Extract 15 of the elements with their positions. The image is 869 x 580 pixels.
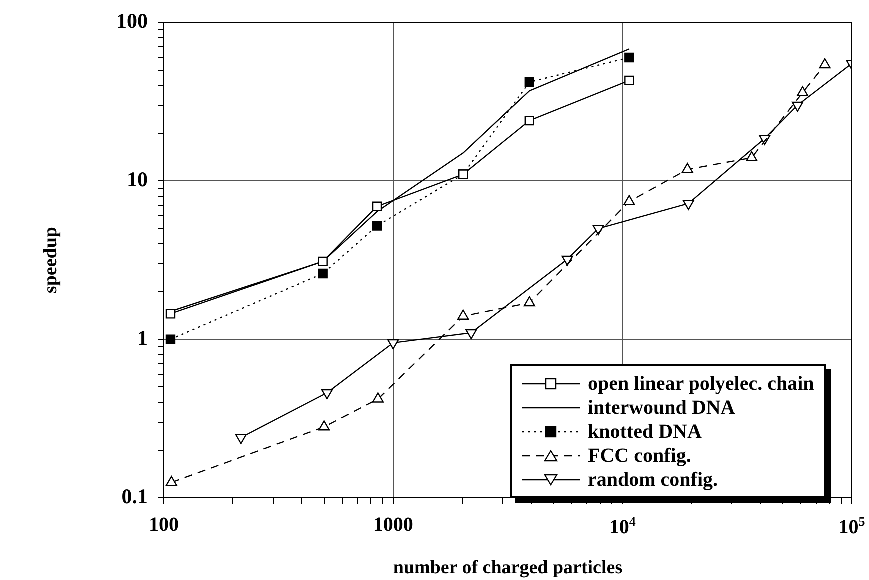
x-axis-title: number of charged particles [393, 558, 623, 579]
legend-label: open linear polyelec. chain [588, 372, 814, 396]
y-tick-label: 1 [138, 326, 148, 350]
legend-label: random config. [588, 468, 718, 492]
x-tick-label: 10$^{5}$ [838, 514, 866, 540]
y-tick-label: 0.1 [122, 484, 148, 508]
x-tick-label: 100 [149, 514, 179, 537]
legend-label: interwound DNA [588, 396, 736, 420]
legend-label: knotted DNA [588, 420, 702, 444]
y-tick-label: 10 [127, 167, 148, 192]
x-tick-label: 1000 [373, 514, 414, 537]
x-tick-label: 10$^{4}$ [609, 514, 636, 540]
y-tick-label: 100 [116, 9, 148, 34]
y-axis-title: speedup [40, 227, 62, 294]
legend-label: FCC config. [588, 444, 692, 468]
